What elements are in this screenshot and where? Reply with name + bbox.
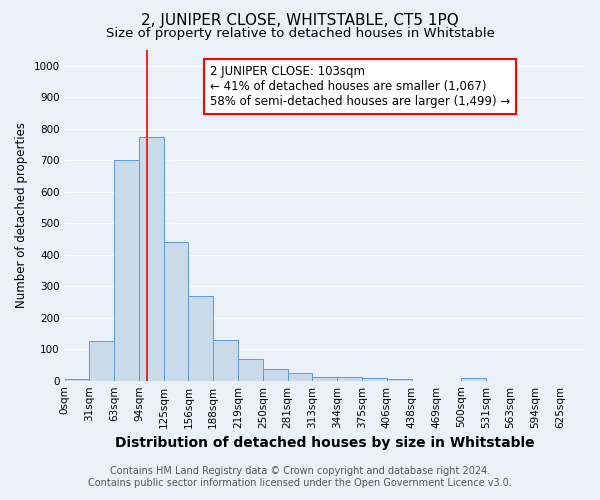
Bar <box>263 368 287 380</box>
Bar <box>387 379 412 380</box>
X-axis label: Distribution of detached houses by size in Whitstable: Distribution of detached houses by size … <box>115 436 535 450</box>
Bar <box>114 160 139 380</box>
Bar <box>213 340 238 380</box>
Bar <box>238 360 263 380</box>
Bar <box>65 379 89 380</box>
Bar <box>337 377 362 380</box>
Text: Size of property relative to detached houses in Whitstable: Size of property relative to detached ho… <box>106 28 494 40</box>
Bar <box>461 378 486 380</box>
Bar <box>164 242 188 380</box>
Bar <box>89 342 114 380</box>
Bar <box>188 296 213 380</box>
Bar <box>139 136 164 380</box>
Text: Contains HM Land Registry data © Crown copyright and database right 2024.
Contai: Contains HM Land Registry data © Crown c… <box>88 466 512 487</box>
Text: 2 JUNIPER CLOSE: 103sqm
← 41% of detached houses are smaller (1,067)
58% of semi: 2 JUNIPER CLOSE: 103sqm ← 41% of detache… <box>210 65 511 108</box>
Bar <box>287 373 313 380</box>
Bar <box>313 377 337 380</box>
Bar <box>362 378 387 380</box>
Text: 2, JUNIPER CLOSE, WHITSTABLE, CT5 1PQ: 2, JUNIPER CLOSE, WHITSTABLE, CT5 1PQ <box>141 12 459 28</box>
Y-axis label: Number of detached properties: Number of detached properties <box>15 122 28 308</box>
